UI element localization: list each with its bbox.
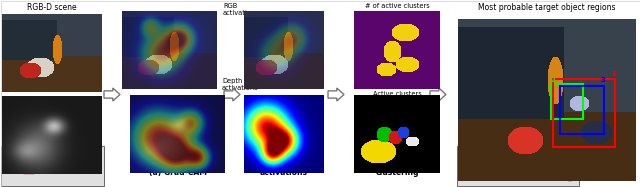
Text: Depth
activations: Depth activations bbox=[222, 78, 259, 91]
Text: 1: 1 bbox=[611, 71, 616, 77]
Circle shape bbox=[8, 162, 10, 165]
FancyBboxPatch shape bbox=[479, 160, 491, 174]
Circle shape bbox=[4, 157, 20, 173]
Bar bbox=[559, 85, 604, 134]
FancyBboxPatch shape bbox=[457, 146, 579, 186]
Text: 3: 3 bbox=[600, 77, 605, 84]
Text: Can you bring
the bowl next
to the glass?: Can you bring the bowl next to the glass… bbox=[38, 151, 81, 168]
Text: (b) Combined
activations: (b) Combined activations bbox=[255, 158, 313, 177]
Bar bbox=[550, 84, 582, 119]
Circle shape bbox=[480, 154, 490, 164]
Text: 2: 2 bbox=[550, 76, 556, 82]
Text: (c) K-means
clustering: (c) K-means clustering bbox=[371, 158, 422, 177]
Text: # of active clusters: # of active clusters bbox=[365, 3, 429, 9]
Circle shape bbox=[24, 154, 34, 164]
Text: Can you bring
the bowl next
to the glass?: Can you bring the bowl next to the glass… bbox=[494, 151, 537, 168]
Text: RGB-D scene: RGB-D scene bbox=[27, 3, 77, 12]
Text: Active clusters: Active clusters bbox=[372, 91, 421, 97]
Text: (a) Grad-CAM: (a) Grad-CAM bbox=[149, 168, 207, 177]
Polygon shape bbox=[328, 88, 344, 101]
Bar bbox=[552, 79, 614, 146]
Polygon shape bbox=[104, 88, 120, 101]
Text: RGB
activations: RGB activations bbox=[223, 3, 260, 16]
Circle shape bbox=[463, 162, 467, 165]
Polygon shape bbox=[224, 88, 240, 101]
FancyBboxPatch shape bbox=[1, 146, 104, 186]
Circle shape bbox=[470, 162, 472, 165]
Circle shape bbox=[460, 157, 476, 173]
Circle shape bbox=[13, 162, 17, 165]
Text: Most probable target object regions: Most probable target object regions bbox=[478, 3, 616, 12]
Polygon shape bbox=[430, 88, 446, 101]
FancyBboxPatch shape bbox=[23, 160, 35, 174]
